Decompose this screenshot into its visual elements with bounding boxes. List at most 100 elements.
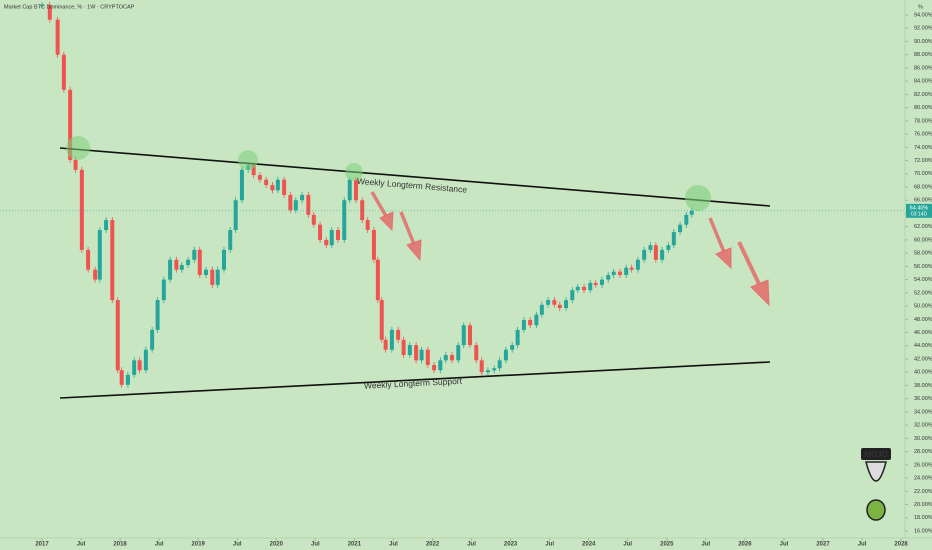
last-price-badge (906, 203, 932, 218)
x-tick-label: Jul (77, 542, 86, 548)
candle-body (479, 360, 484, 373)
candle-body (288, 194, 293, 211)
candle-body (161, 279, 166, 301)
y-tick-label: 34.00% (914, 409, 932, 415)
candle-body (450, 355, 455, 361)
candle-body (371, 230, 376, 260)
x-tick-label: Jul (858, 542, 867, 548)
candle-body (306, 194, 311, 215)
candle-body (132, 360, 137, 375)
logo-badge (861, 448, 891, 460)
candle-body (55, 19, 60, 55)
y-tick-label: 86.00% (914, 65, 932, 71)
candle-body (150, 329, 155, 350)
candle-body (61, 54, 66, 90)
candle-body (671, 231, 676, 246)
candle-body (192, 249, 197, 260)
x-tick-label: Jul (623, 542, 632, 548)
x-tick-label: 2017 (35, 542, 49, 548)
y-tick-label: 16.00% (914, 528, 932, 534)
candle-body (365, 220, 370, 231)
y-tick-label: 66.00% (914, 198, 932, 204)
candle-body (275, 179, 280, 191)
candle-body (593, 282, 598, 285)
candle-body (143, 349, 148, 371)
x-tick-label: 2027 (816, 542, 830, 548)
candle-body (570, 290, 575, 301)
candle-body (318, 224, 323, 240)
y-unit: % (918, 4, 923, 10)
candle-body (119, 370, 124, 385)
y-tick-label: 26.00% (914, 462, 932, 468)
candle-body (342, 200, 347, 240)
candle-body (324, 239, 329, 246)
y-tick-label: 50.00% (914, 304, 932, 310)
candle-body (233, 200, 238, 231)
arrows (370, 191, 770, 307)
annotation: Weekly Longterm Support (364, 376, 463, 391)
candle-body (557, 304, 562, 309)
candle-body (104, 220, 109, 231)
candle-body (515, 329, 520, 346)
candle-body (68, 89, 73, 160)
candle-body (264, 179, 269, 186)
candle-body (528, 319, 533, 326)
y-tick-label: 90.00% (914, 39, 932, 45)
x-tick-label: 2026 (738, 542, 752, 548)
y-tick-label: 48.00% (914, 317, 932, 323)
candle-body (611, 271, 616, 275)
x-tick-label: 2023 (504, 542, 518, 548)
candle-body (642, 249, 647, 260)
y-tick-label: 36.00% (914, 396, 932, 402)
candle-body (474, 345, 479, 361)
candle-body (432, 364, 437, 371)
y-tick-label: 42.00% (914, 356, 932, 362)
candle-body (282, 179, 287, 195)
candle-body (86, 249, 91, 270)
y-tick-label: 82.00% (914, 92, 932, 98)
y-tick-label: 52.00% (914, 290, 932, 296)
y-tick-label: 88.00% (914, 52, 932, 58)
candle-body (407, 345, 412, 356)
candle-body (653, 245, 658, 260)
y-tick-label: 56.00% (914, 264, 932, 270)
x-tick-label: Jul (467, 542, 476, 548)
candle-body (684, 214, 689, 225)
candle-body (251, 165, 256, 176)
arrow (370, 191, 388, 217)
logo-text: MOJO (864, 450, 888, 459)
y-tick-label: 68.00% (914, 184, 932, 190)
countdown: 03:14D (911, 212, 928, 218)
x-tick-label: 2021 (348, 542, 362, 548)
y-tick-label: 30.00% (914, 436, 932, 442)
resistance-line (59, 147, 771, 207)
candle-body (575, 286, 580, 291)
y-tick-label: 76.00% (914, 132, 932, 138)
candle-body (666, 245, 671, 250)
candle-body (168, 259, 173, 280)
candles (40, 2, 694, 388)
x-tick-label: Jul (233, 542, 242, 548)
candle-body (503, 349, 508, 361)
y-tick-label: 78.00% (914, 118, 932, 124)
candle-body (456, 345, 461, 361)
x-tick-label: Jul (545, 542, 554, 548)
candle-body (311, 214, 316, 225)
y-tick-label: 72.00% (914, 158, 932, 164)
y-tick-label: 58.00% (914, 251, 932, 257)
y-tick-label: 70.00% (914, 171, 932, 177)
candle-body (329, 230, 334, 246)
candle-body (300, 194, 305, 201)
y-tick-label: 62.00% (914, 224, 932, 230)
y-tick-label: 74.00% (914, 145, 932, 151)
candle-body (228, 230, 233, 250)
candle-body (293, 200, 298, 211)
y-tick-label: 22.00% (914, 489, 932, 495)
x-tick-label: Jul (780, 542, 789, 548)
candle-body (629, 267, 634, 270)
candle-body (210, 269, 215, 285)
y-tick-label: 20.00% (914, 502, 932, 508)
candle-body (521, 319, 526, 330)
candle-body (678, 224, 683, 232)
y-tick-label: 84.00% (914, 79, 932, 85)
